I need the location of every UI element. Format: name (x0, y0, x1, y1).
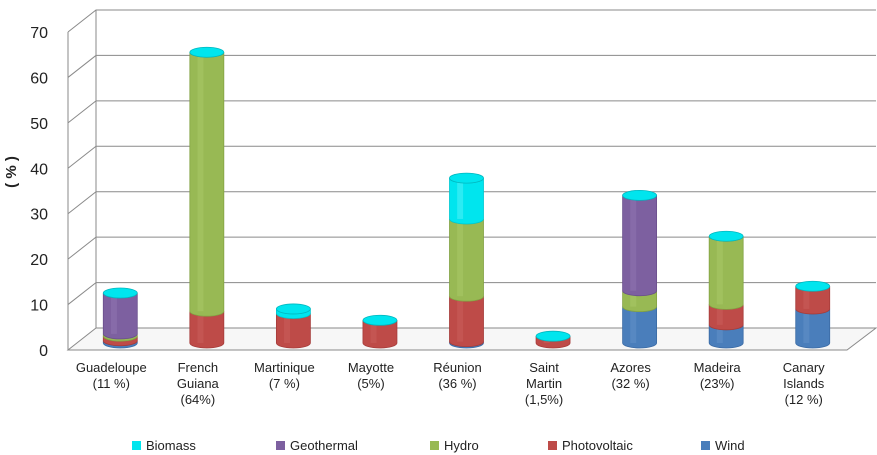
category-label-r-union-36: Réunion (36 %) (433, 360, 481, 391)
y-tick-label: 0 (39, 343, 48, 360)
category-label-mayotte-5: Mayotte (5%) (348, 360, 394, 391)
cylinder-cap (362, 314, 398, 326)
y-tick-label: 30 (30, 207, 48, 224)
segment-wind (622, 306, 658, 349)
cylinder-cap (708, 230, 744, 242)
segment-hydro (708, 236, 744, 310)
y-tick-labels: 0 10 20 30 40 50 60 70 (30, 25, 48, 360)
segment-highlight (716, 324, 723, 343)
segment-highlight (803, 308, 810, 343)
y-tick-label: 40 (30, 161, 48, 178)
y-axis-label: ( % ) (3, 156, 20, 188)
cylinder-cap (622, 189, 658, 201)
legend-swatch (548, 441, 557, 450)
category-label-guadeloupe-11: Guadeloupe (11 %) (76, 360, 147, 391)
segment-highlight (630, 195, 637, 291)
bar-martinique-7 (275, 303, 311, 349)
y-tick-label: 60 (30, 70, 48, 87)
segment-highlight (630, 306, 637, 343)
segment-highlight (716, 236, 723, 305)
bar-r-union-36 (449, 172, 484, 349)
cylinder-cap (102, 287, 138, 299)
bar-canary-islands-12 (795, 280, 831, 349)
segment-highlight (630, 290, 637, 307)
y-tick-label: 20 (30, 252, 48, 269)
segment-highlight (457, 178, 464, 219)
bar-saint-martin-1-5 (535, 330, 571, 349)
segment-highlight (457, 218, 464, 297)
segment-highlight (284, 313, 290, 343)
y-tick-label: 70 (30, 25, 48, 42)
cylinder-cap (275, 303, 311, 315)
bar-mayotte-5 (362, 314, 398, 349)
segment-photovoltaic (189, 311, 225, 349)
legend: Biomass Geothermal Hydro Photovoltaic Wind (132, 438, 745, 453)
cylinder-cap (449, 172, 484, 184)
legend-label: Biomass (146, 438, 196, 453)
legend-swatch (430, 441, 439, 450)
segment-biomass (449, 177, 484, 225)
legend-swatch (276, 441, 285, 450)
segment-wind (795, 308, 831, 349)
category-label-saint-martin-1-5: Saint Martin (1,5%) (525, 360, 563, 407)
gridline (67, 9, 876, 33)
y-tick-label: 50 (30, 116, 48, 133)
cylinder-cap (795, 280, 831, 292)
gridline (67, 145, 876, 169)
gridline (67, 100, 876, 124)
legend-label: Photovoltaic (562, 438, 633, 453)
gridline (67, 282, 876, 305)
gridline (67, 54, 876, 78)
gridline (67, 236, 876, 260)
segment-highlight (803, 286, 810, 309)
legend-label: Wind (715, 438, 745, 453)
legend-item-geothermal: Geothermal (276, 438, 358, 453)
legend-item-biomass: Biomass (132, 438, 196, 453)
segment-hydro (449, 218, 484, 302)
segment-highlight (716, 304, 723, 325)
category-label-azores-32: Azores (32 %) (610, 360, 651, 391)
segment-highlight (197, 52, 204, 312)
legend-item-photovoltaic: Photovoltaic (548, 438, 633, 453)
legend-label: Hydro (444, 438, 479, 453)
segment-geothermal (102, 292, 138, 340)
segment-photovoltaic (449, 296, 484, 348)
cylinder-cap (535, 330, 571, 342)
segment-hydro (189, 52, 225, 317)
bar-madeira-23 (708, 230, 744, 349)
category-label-canary-islands-12: Canary Islands (12 %) (783, 360, 825, 407)
category-label-madeira-23: Madeira (23%) (694, 360, 742, 391)
category-label-martinique-7: Martinique (7 %) (254, 360, 315, 391)
segment-highlight (197, 311, 204, 343)
legend-item-wind: Wind (701, 438, 745, 453)
legend-swatch (701, 441, 710, 450)
legend-item-hydro: Hydro (430, 438, 479, 453)
y-tick-label: 10 (30, 298, 48, 315)
segment-highlight (457, 296, 464, 342)
bars (102, 46, 831, 349)
gridline (67, 191, 876, 215)
bar-guadeloupe-11 (102, 287, 138, 349)
bar-azores-32 (622, 189, 658, 349)
cylinder-cap (189, 46, 225, 58)
legend-swatch (132, 441, 141, 450)
bar-french-guiana-64 (189, 46, 225, 349)
category-label-french-guiana-64: French Guiana (64%) (177, 360, 220, 407)
segment-highlight (110, 293, 117, 334)
category-labels: Guadeloupe (11 %) French Guiana (64%) Martini… (76, 360, 825, 407)
legend-label: Geothermal (290, 438, 358, 453)
segment-geothermal (622, 195, 658, 297)
segment-highlight (370, 320, 377, 343)
